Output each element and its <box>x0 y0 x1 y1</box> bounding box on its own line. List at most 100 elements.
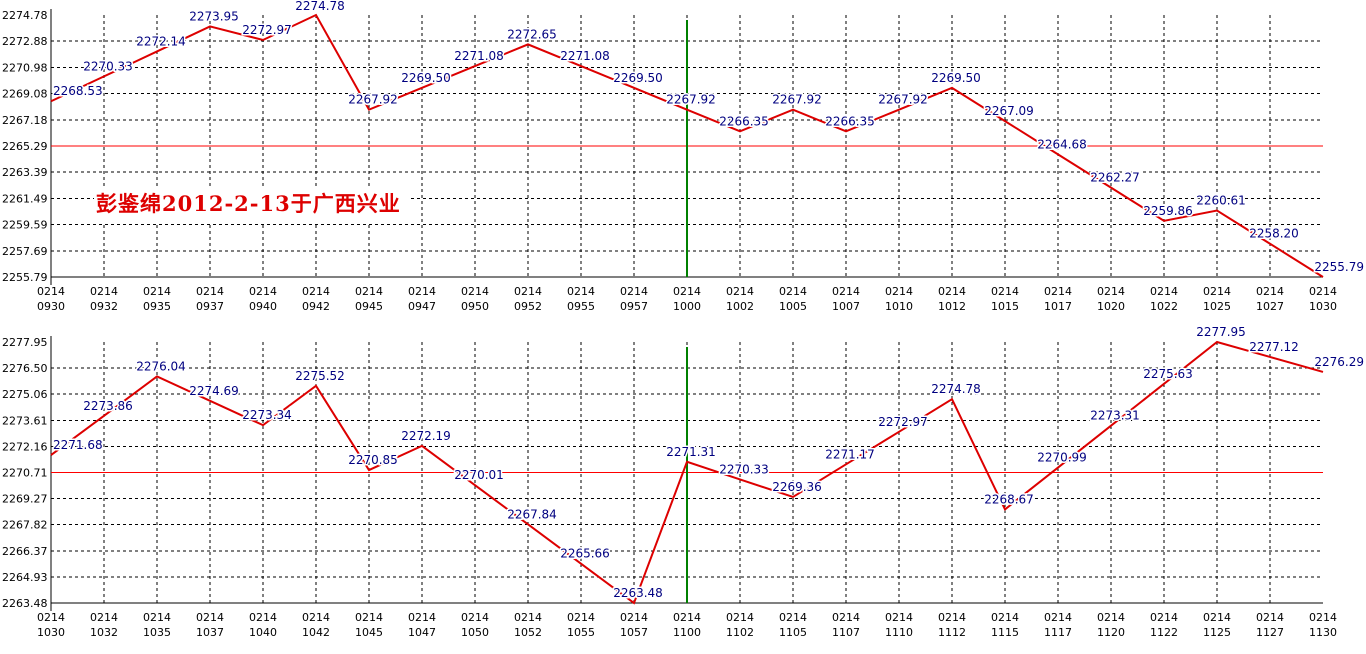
x-tick-date: 0214 <box>143 611 171 624</box>
x-tick-time: 1030 <box>1309 300 1337 313</box>
x-tick-date: 0214 <box>514 611 542 624</box>
data-label: 2275.63 <box>1143 367 1193 381</box>
y-tick-label: 2259.59 <box>2 219 48 232</box>
x-tick-time: 0945 <box>355 300 383 313</box>
price-line <box>50 13 1324 278</box>
chart-panel-2: 2277.95 2276.50 2275.06 2273.61 2272.16 2270.… <box>2 324 1366 640</box>
x-tick-date: 0214 <box>249 285 277 298</box>
x-tick-date: 0214 <box>302 611 330 624</box>
y-tick-label: 2272.16 <box>2 440 48 453</box>
x-tick-date: 0214 <box>726 611 754 624</box>
x-tick-date: 0214 <box>885 611 913 624</box>
data-label: 2260.61 <box>1196 193 1246 207</box>
x-tick-time: 1007 <box>832 300 860 313</box>
y-tick-label: 2261.49 <box>2 192 48 205</box>
x-tick-time: 1120 <box>1097 626 1125 639</box>
x-tick-date: 0214 <box>1097 611 1125 624</box>
x-tick-date: 0214 <box>832 285 860 298</box>
data-label: 2272.65 <box>507 27 557 41</box>
x-tick-time: 1002 <box>726 300 754 313</box>
x-tick-time: 1117 <box>1044 626 1072 639</box>
x-tick-time: 1017 <box>1044 300 1072 313</box>
x-tick-date: 0214 <box>461 285 489 298</box>
x-tick-date: 0214 <box>249 611 277 624</box>
x-tick-date: 0214 <box>1044 611 1072 624</box>
x-tick-date: 0214 <box>726 285 754 298</box>
x-tick-time: 1115 <box>991 626 1019 639</box>
x-tick-date: 0214 <box>1044 285 1072 298</box>
y-tick-label: 2266.37 <box>2 545 48 558</box>
x-tick-date: 0214 <box>514 285 542 298</box>
data-label: 2272.14 <box>136 34 186 48</box>
price-line <box>50 340 1324 605</box>
x-tick-date: 0214 <box>461 611 489 624</box>
x-tick-date: 0214 <box>673 611 701 624</box>
data-label: 2270.33 <box>83 59 133 73</box>
data-label: 2263.48 <box>613 586 663 600</box>
y-tick-label: 2263.48 <box>2 597 48 610</box>
x-tick-time: 1037 <box>196 626 224 639</box>
data-label: 2264.68 <box>1037 137 1087 151</box>
x-tick-date: 0214 <box>90 611 118 624</box>
x-tick-time: 1052 <box>514 626 542 639</box>
x-tick-time: 1047 <box>408 626 436 639</box>
x-tick-time: 0947 <box>408 300 436 313</box>
x-tick-date: 0214 <box>196 611 224 624</box>
x-tick-date: 0214 <box>620 611 648 624</box>
x-tick-time: 1020 <box>1097 300 1125 313</box>
x-tick-date: 0214 <box>355 285 383 298</box>
data-label: 2269.50 <box>613 71 663 85</box>
x-tick-date: 0214 <box>885 285 913 298</box>
y-tick-label: 2276.50 <box>2 362 48 375</box>
data-label: 2275.52 <box>295 369 345 383</box>
y-tick-label: 2267.18 <box>2 114 48 127</box>
x-tick-time: 1112 <box>938 626 966 639</box>
x-tick-time: 1012 <box>938 300 966 313</box>
data-label: 2267.92 <box>878 93 928 107</box>
x-tick-time: 0942 <box>302 300 330 313</box>
data-label: 2273.34 <box>242 408 292 422</box>
x-tick-time: 1005 <box>779 300 807 313</box>
x-tick-date: 0214 <box>620 285 648 298</box>
x-tick-time: 0937 <box>196 300 224 313</box>
x-tick-date: 0214 <box>567 611 595 624</box>
x-tick-date: 0214 <box>832 611 860 624</box>
y-tick-label: 2277.95 <box>2 336 48 349</box>
data-label: 2267.92 <box>348 93 398 107</box>
data-label: 2273.95 <box>189 9 239 23</box>
y-tick-label: 2255.79 <box>2 271 48 284</box>
y-tick-label: 2265.29 <box>2 140 48 153</box>
data-label: 2270.99 <box>1037 451 1087 465</box>
x-tick-date: 0214 <box>90 285 118 298</box>
x-tick-date: 0214 <box>1309 285 1337 298</box>
x-tick-date: 0214 <box>1256 611 1284 624</box>
x-tick-time: 1010 <box>885 300 913 313</box>
data-label: 2271.08 <box>454 49 504 63</box>
y-tick-label: 2264.93 <box>2 571 48 584</box>
x-tick-time: 1015 <box>991 300 1019 313</box>
y-tick-label: 2270.98 <box>2 61 48 74</box>
x-tick-time: 1030 <box>37 626 65 639</box>
data-label: 2271.31 <box>666 445 716 459</box>
x-tick-date: 0214 <box>1309 611 1337 624</box>
data-label: 2269.50 <box>931 71 981 85</box>
chart-panel-1: 2274.78 2272.88 2270.98 2269.08 2267.18 2265.… <box>2 0 1366 313</box>
data-label: 2268.67 <box>984 492 1034 506</box>
x-tick-date: 0214 <box>938 285 966 298</box>
data-label: 2273.31 <box>1090 409 1140 423</box>
data-label: 2267.92 <box>666 93 716 107</box>
data-label: 2271.17 <box>825 447 875 461</box>
x-tick-time: 1100 <box>673 626 701 639</box>
x-tick-time: 0932 <box>90 300 118 313</box>
x-tick-time: 1050 <box>461 626 489 639</box>
data-label: 2271.08 <box>560 49 610 63</box>
data-label: 2277.95 <box>1196 325 1246 339</box>
y-tick-label: 2257.69 <box>2 245 48 258</box>
x-tick-time: 0955 <box>567 300 595 313</box>
y-tick-label: 2263.39 <box>2 166 48 179</box>
x-tick-date: 0214 <box>355 611 383 624</box>
x-tick-date: 0214 <box>991 285 1019 298</box>
data-label: 2262.27 <box>1090 171 1140 185</box>
x-tick-date: 0214 <box>1097 285 1125 298</box>
